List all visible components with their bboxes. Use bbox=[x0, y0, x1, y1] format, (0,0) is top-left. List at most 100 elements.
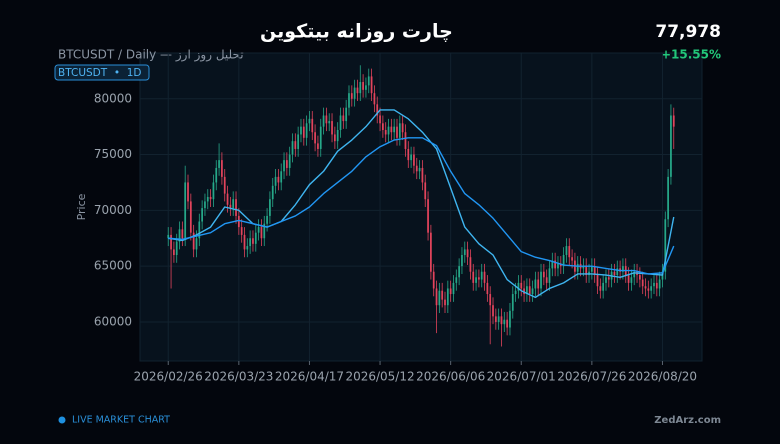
candle-body bbox=[653, 282, 655, 287]
change: +15.55% bbox=[661, 48, 721, 62]
candle-body bbox=[664, 219, 667, 272]
candle-body bbox=[415, 165, 418, 172]
candle-body bbox=[483, 271, 486, 283]
candle-body bbox=[396, 126, 398, 138]
candle-body bbox=[534, 279, 537, 289]
candle-body bbox=[545, 277, 548, 283]
candle-body bbox=[229, 204, 232, 209]
candle-body bbox=[500, 316, 503, 325]
candle-body bbox=[537, 279, 540, 289]
candle-body bbox=[192, 232, 195, 250]
candle-body bbox=[393, 126, 396, 133]
chart-subtitle: BTCUSDT / Daily — تحلیل روز ارز bbox=[58, 48, 244, 63]
candle-body bbox=[486, 282, 489, 295]
candle-body bbox=[249, 238, 252, 247]
candle-body bbox=[342, 115, 345, 122]
candle-body bbox=[435, 288, 438, 306]
candle-body bbox=[596, 275, 599, 287]
candle-body bbox=[458, 266, 461, 278]
candle-body bbox=[672, 115, 675, 127]
candle-body bbox=[170, 234, 172, 250]
candle-body bbox=[195, 238, 198, 250]
candle-body bbox=[362, 82, 364, 90]
candle-body bbox=[243, 234, 246, 250]
candle-body bbox=[201, 208, 204, 222]
candle-body bbox=[627, 275, 630, 283]
candle-body bbox=[317, 143, 319, 149]
candle-body bbox=[452, 282, 455, 295]
candle-body bbox=[528, 286, 531, 295]
y-tick-label: 70000 bbox=[94, 203, 132, 217]
candle-body bbox=[475, 277, 477, 283]
candle-body bbox=[526, 286, 528, 295]
y-tick-label: 65000 bbox=[94, 259, 132, 273]
candle-body bbox=[655, 282, 658, 289]
candle-body bbox=[413, 154, 415, 166]
candle-body bbox=[506, 319, 509, 328]
candle-body bbox=[432, 271, 435, 289]
candle-body bbox=[367, 76, 370, 86]
candle-body bbox=[381, 123, 384, 130]
candle-body bbox=[240, 227, 243, 235]
candle-body bbox=[223, 176, 226, 194]
candle-body bbox=[333, 134, 336, 142]
candle-body bbox=[204, 201, 206, 209]
badge-box bbox=[54, 64, 150, 81]
candle-body bbox=[345, 107, 348, 122]
candle-body bbox=[254, 232, 257, 244]
candle-body bbox=[421, 167, 424, 183]
candle-body bbox=[554, 260, 557, 269]
candle-body bbox=[449, 288, 452, 295]
candle-body bbox=[444, 299, 446, 306]
candle-body bbox=[283, 160, 285, 172]
candle-body bbox=[638, 275, 641, 280]
candle-body bbox=[232, 199, 235, 209]
candle-body bbox=[322, 115, 325, 127]
candle-body bbox=[565, 246, 568, 255]
candle-body bbox=[274, 176, 277, 186]
candle-body bbox=[379, 115, 381, 124]
candle-body bbox=[173, 249, 175, 255]
candle-body bbox=[246, 246, 249, 250]
candle-body bbox=[376, 104, 379, 116]
candle-body bbox=[590, 266, 593, 272]
candle-body bbox=[331, 121, 333, 135]
candle-body bbox=[424, 182, 427, 200]
candle-body bbox=[294, 141, 297, 149]
candle-body bbox=[221, 160, 223, 177]
candle-body bbox=[489, 294, 492, 306]
candle-body bbox=[404, 132, 407, 149]
badge: BTCUSDT • 1D bbox=[58, 67, 142, 79]
candle-body bbox=[269, 199, 271, 216]
candle-body bbox=[511, 294, 514, 311]
candle-body bbox=[353, 87, 356, 99]
candle-body bbox=[387, 126, 390, 135]
candle-body bbox=[339, 115, 342, 130]
candle-body bbox=[441, 290, 444, 300]
footer: LIVE MARKET CHART bbox=[72, 415, 170, 426]
candle-body bbox=[218, 160, 220, 168]
candle-body bbox=[557, 263, 559, 269]
candle-body bbox=[384, 130, 387, 135]
x-tick-label: 2026/04/17 bbox=[275, 370, 344, 384]
y-tick-label: 80000 bbox=[94, 91, 132, 105]
candle-body bbox=[373, 93, 376, 105]
candle-body bbox=[551, 260, 554, 269]
candle-body bbox=[260, 227, 263, 239]
candle-body bbox=[336, 130, 339, 142]
candle-body bbox=[206, 196, 209, 202]
candle-body bbox=[325, 115, 328, 124]
candle-body bbox=[350, 93, 353, 99]
candle-body bbox=[670, 115, 672, 177]
candle-body bbox=[503, 319, 506, 325]
candle-body bbox=[280, 171, 283, 183]
candle-body bbox=[302, 126, 305, 138]
candle-body bbox=[472, 271, 475, 283]
candle-body bbox=[365, 85, 367, 90]
candle-body bbox=[311, 118, 314, 133]
candle-body bbox=[187, 182, 189, 202]
x-tick-label: 2026/07/01 bbox=[487, 370, 556, 384]
x-tick-label: 2026/07/26 bbox=[557, 370, 626, 384]
candle-body bbox=[291, 141, 294, 155]
